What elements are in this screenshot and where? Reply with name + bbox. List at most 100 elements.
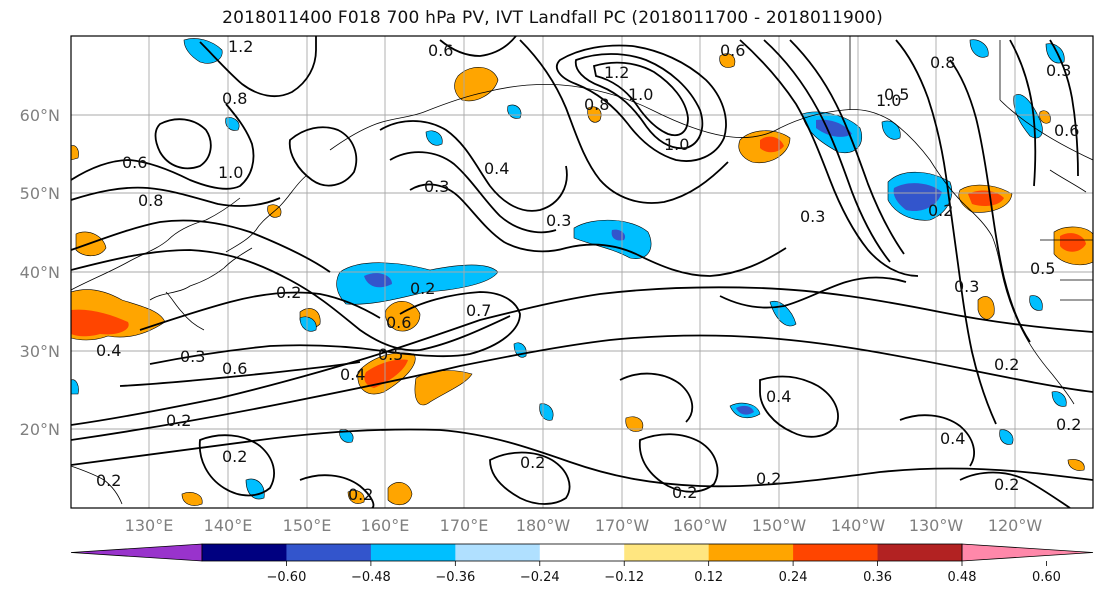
- negative-anomaly-patch: [425, 130, 443, 146]
- contour-label: 1.0: [628, 85, 653, 104]
- contour-label: 0.2: [672, 483, 697, 502]
- contour-label: 0.8: [584, 95, 609, 114]
- negative-anomaly-patch: [339, 429, 354, 443]
- contour-label: 0.4: [766, 387, 791, 406]
- lon-label: 160°W: [673, 516, 728, 535]
- colorbar-frame: [201, 543, 963, 562]
- contour-label: 0.2: [348, 485, 373, 504]
- contour-labels: 1.2 0.6 0.8 1.2 1.0 0.8 1.0 0.6 0.8 1.0 …: [96, 37, 1081, 504]
- contour-label: 1.0: [664, 135, 689, 154]
- positive-anomaly-patch: [625, 416, 644, 432]
- longitude-labels: 130°E 140°E 150°E 160°E 170°E 180°W 170°…: [125, 516, 1043, 535]
- negative-anomaly-patch: [736, 405, 754, 415]
- contour-label: 0.2: [96, 471, 121, 490]
- colorbar-segment: [708, 544, 794, 561]
- lat-label: 30°N: [20, 342, 60, 361]
- contour-label: 0.2: [410, 279, 435, 298]
- lon-label: 140°W: [831, 516, 886, 535]
- colorbar-tick-label: 0.24: [779, 570, 808, 585]
- positive-anomaly-patch: [1067, 459, 1085, 471]
- contour-label: 0.3: [546, 211, 571, 230]
- gridlines: [71, 36, 1093, 508]
- colorbar-tick-label: 0.12: [694, 570, 723, 585]
- colorbar-tick-label: −0.12: [604, 570, 644, 585]
- contour-label: 0.3: [954, 277, 979, 296]
- colorbar-segment: [539, 544, 625, 561]
- lon-label: 120°W: [988, 516, 1043, 535]
- lon-label: 160°E: [361, 516, 410, 535]
- negative-anomaly-patch: [183, 38, 223, 64]
- colorbar: −0.60 −0.48 −0.36 −0.24 −0.12 0.12 0.24 0.36 0.4…: [70, 543, 1094, 585]
- negative-anomaly-patch: [1029, 295, 1043, 311]
- contour-label: 0.8: [222, 89, 247, 108]
- contour-label: 0.2: [1056, 415, 1081, 434]
- positive-anomaly-patch: [977, 296, 995, 320]
- contour-label: 0.8: [138, 191, 163, 210]
- contour-label: 0.8: [930, 53, 955, 72]
- colorbar-segment: [286, 544, 372, 561]
- positive-anomaly-patch: [347, 490, 365, 504]
- lat-label: 50°N: [20, 184, 60, 203]
- negative-anomaly-patch: [881, 120, 901, 140]
- negative-anomaly-patch: [71, 379, 79, 395]
- colorbar-tick-label: −0.48: [351, 570, 391, 585]
- lon-label: 130°E: [125, 516, 174, 535]
- lon-label: 170°W: [595, 516, 650, 535]
- colorbar-segment: [202, 544, 287, 561]
- colorbar-segment: [877, 544, 963, 561]
- contour-label: 0.7: [466, 301, 491, 320]
- colorbar-segment: [455, 544, 541, 561]
- contour-label: 0.2: [520, 453, 545, 472]
- lon-label: 180°W: [516, 516, 571, 535]
- shading-layer: [71, 38, 1093, 506]
- latitude-labels: 60°N 50°N 40°N 30°N 20°N: [20, 106, 60, 439]
- positive-anomaly-patch: [364, 359, 408, 388]
- contour-label: 0.5: [884, 85, 909, 104]
- contour-label: 0.5: [378, 345, 403, 364]
- colorbar-tick-label: −0.36: [435, 570, 475, 585]
- positive-anomaly-patch: [760, 136, 784, 153]
- pv-contours: [71, 36, 1093, 508]
- contour-label: 0.4: [484, 159, 509, 178]
- contour-label: 0.4: [940, 429, 965, 448]
- map-frame: [70, 35, 1094, 509]
- contour-label: 0.6: [122, 153, 147, 172]
- coastlines: [71, 36, 1093, 505]
- colorbar-segments: [202, 544, 963, 561]
- contour-label: 0.6: [222, 359, 247, 378]
- contour-label: 1.2: [228, 37, 253, 56]
- colorbar-tick-label: 0.48: [948, 570, 977, 585]
- negative-anomaly-patch: [225, 117, 240, 131]
- contour-label: 0.2: [276, 283, 301, 302]
- contour-label: 0.2: [222, 447, 247, 466]
- contour-label: 0.6: [428, 41, 453, 60]
- contour-label: 1.2: [604, 63, 629, 82]
- negative-anomaly-patch: [336, 262, 499, 305]
- negative-anomaly-patch: [1051, 391, 1067, 407]
- contour-label: 0.3: [424, 177, 449, 196]
- contour-label: 1.0: [876, 91, 901, 110]
- contour-label: 0.6: [1054, 121, 1079, 140]
- lat-label: 20°N: [20, 420, 60, 439]
- contour-label: 0.2: [994, 355, 1019, 374]
- positive-anomaly-patch: [71, 309, 129, 337]
- lon-label: 170°E: [440, 516, 489, 535]
- colorbar-segment: [793, 544, 879, 561]
- contour-label: 0.4: [340, 365, 365, 384]
- lon-label: 150°E: [283, 516, 332, 535]
- lon-label: 130°W: [909, 516, 964, 535]
- colorbar-left-extension: [70, 543, 203, 562]
- colorbar-tick-label: −0.60: [267, 570, 307, 585]
- map-title: 2018011400 F018 700 hPa PV, IVT Landfall…: [222, 8, 883, 28]
- lat-label: 60°N: [20, 106, 60, 125]
- positive-anomaly-patch: [181, 492, 203, 506]
- positive-anomaly-patch: [454, 67, 499, 102]
- negative-anomaly-patch: [969, 39, 989, 58]
- contour-label: 0.6: [386, 313, 411, 332]
- positive-anomaly-patch: [719, 53, 736, 68]
- positive-anomaly-patch: [1039, 110, 1051, 124]
- contour-label: 0.4: [96, 341, 121, 360]
- contour-label: 0.3: [1046, 61, 1071, 80]
- lon-label: 140°E: [204, 516, 253, 535]
